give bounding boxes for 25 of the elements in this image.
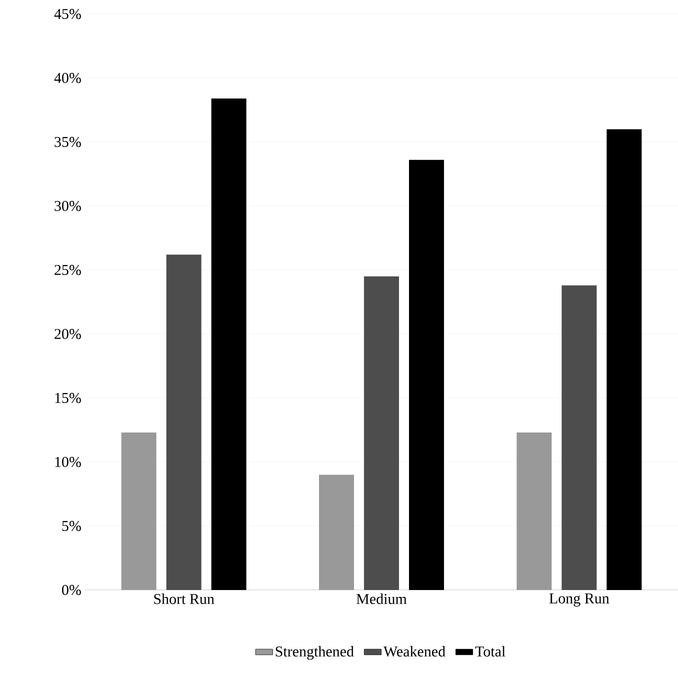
- x-tick-label: Long Run: [549, 594, 610, 607]
- y-tick-label: 20%: [54, 328, 81, 340]
- y-tick-label: 5%: [62, 520, 81, 532]
- y-tick-label: 0%: [62, 584, 81, 596]
- y-tick-label: 10%: [55, 456, 81, 468]
- y-tick-label: 40%: [54, 72, 81, 84]
- legend-label: Total: [475, 646, 506, 657]
- legend-label: Strengthened: [276, 646, 354, 660]
- bar: [562, 285, 597, 590]
- x-tick-label: Medium: [356, 594, 407, 604]
- bar: [211, 98, 246, 590]
- y-tick-label: 25%: [54, 264, 81, 276]
- y-tick-label: 45%: [54, 8, 81, 20]
- bar: [121, 432, 156, 590]
- bar: [364, 276, 399, 590]
- bar: [516, 432, 552, 590]
- y-tick-label: 35%: [54, 136, 81, 148]
- y-tick-label: 30%: [54, 200, 81, 212]
- bar: [319, 474, 354, 590]
- bar: [409, 160, 444, 590]
- bar: [166, 254, 202, 590]
- legend-label: Weakened: [383, 646, 446, 657]
- y-tick-label: 15%: [55, 392, 81, 404]
- x-tick-label: Short Run: [154, 594, 214, 604]
- bar: [606, 129, 642, 590]
